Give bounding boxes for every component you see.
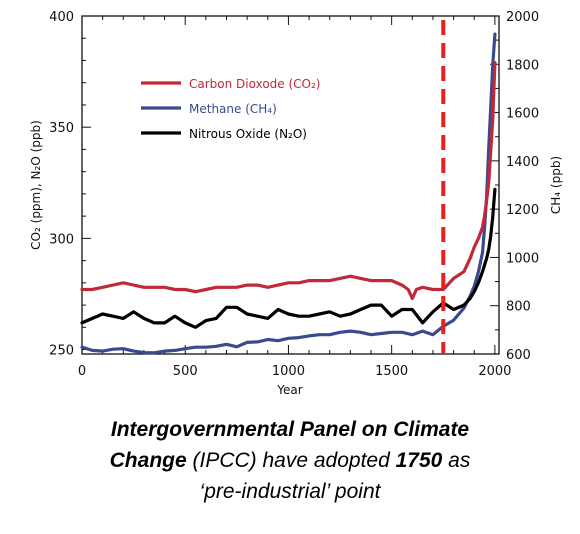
y-right-tick-label: 1800: [506, 58, 539, 73]
legend-label: Methane (CH₄): [189, 102, 277, 116]
x-tick-label: 1500: [375, 364, 408, 379]
ghg-concentration-chart: 0 500 1000 1500 2000 250 300 350 400 600 800 1000 12…: [29, 10, 563, 397]
caption: Intergovernmental Panel on Climate Chang…: [0, 414, 580, 507]
caption-bold-ipcc-name: Intergovernmental Panel on Climate: [110, 418, 470, 441]
legend-label: Carbon Dioxode (CO₂): [189, 77, 320, 91]
plot-frame: [81, 15, 500, 355]
axis-ticks: 0 500 1000 1500 2000 250 300 350 400 600 800 1000 12…: [49, 10, 539, 379]
y-left-tick-label: 350: [49, 121, 74, 136]
series-line-0: [80, 61, 497, 300]
series-line-2: [80, 187, 497, 329]
x-tick-label: 0: [78, 364, 86, 379]
caption-line-2: Change (IPCC) have adopted 1750 as: [0, 445, 580, 476]
caption-line-1: Intergovernmental Panel on Climate: [0, 414, 580, 445]
x-tick-label: 500: [173, 364, 198, 379]
y-left-tick-label: 400: [49, 10, 74, 25]
y-left-tick-label: 250: [49, 344, 74, 359]
caption-bold-change: Change: [109, 449, 187, 472]
x-axis-title: Year: [276, 383, 302, 397]
caption-bold-year: 1750: [395, 449, 443, 472]
y-right-tick-label: 1000: [506, 251, 539, 266]
y-right-tick-label: 600: [506, 348, 531, 363]
x-tick-label: 1000: [272, 364, 305, 379]
y-right-tick-label: 1200: [506, 203, 539, 218]
caption-line-3: ‘pre-industrial’ point: [199, 480, 381, 503]
caption-text-adopted: (IPCC) have adopted: [186, 449, 396, 472]
y-right-tick-label: 800: [506, 300, 531, 315]
y-right-tick-label: 2000: [506, 10, 539, 25]
y-right-tick-label: 1600: [506, 107, 539, 122]
legend-label: Nitrous Oxide (N₂O): [189, 127, 307, 141]
legend: Carbon Dioxode (CO₂) Methane (CH₄) Nitrous…: [141, 77, 320, 141]
series-line-1: [80, 32, 497, 355]
x-tick-label: 2000: [478, 364, 511, 379]
y-left-tick-label: 300: [49, 232, 74, 247]
series-lines: [80, 32, 497, 355]
y-axis-left-title: CO₂ (ppm), N₂O (ppb): [29, 120, 43, 250]
y-axis-right-title: CH₄ (ppb): [549, 156, 563, 214]
y-right-tick-label: 1400: [506, 155, 539, 170]
caption-text-as: as: [442, 449, 471, 472]
